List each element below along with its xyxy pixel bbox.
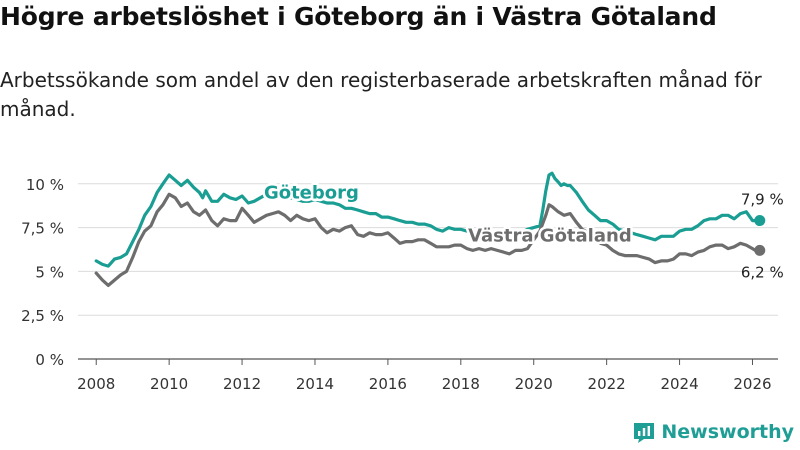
series-label-halo: Västra Götaland [468, 226, 632, 247]
y-tick-label: 7,5 % [21, 220, 64, 238]
x-tick-label: 2020 [515, 375, 553, 393]
y-tick-label: 5 % [35, 263, 64, 281]
brand-name: Newsworthy [661, 421, 794, 443]
series-label-goteborg: Göteborg [264, 183, 359, 204]
x-tick-label: 2016 [369, 375, 407, 393]
series-label-halo: Göteborg [264, 183, 359, 204]
x-tick-label: 2022 [588, 375, 626, 393]
chart-title: Högre arbetslöshet i Göteborg än i Västr… [0, 2, 717, 31]
axes: 0 % 2,5 % 5 % 7,5 % 10 % 2008 2010 2012 2014 2016… [21, 176, 771, 393]
end-point-vastra-gotaland [754, 244, 766, 256]
end-value-label-vastra-gotaland: 6,2 % [741, 263, 784, 281]
y-tick-label: 2,5 % [21, 307, 64, 325]
chart-subtitle: Arbetssökande som andel av den registerb… [0, 68, 762, 121]
series-label-vastra-gotaland: Västra Götaland [468, 226, 632, 247]
x-tick-label: 2018 [442, 375, 480, 393]
x-tick-label: 2024 [660, 375, 698, 393]
x-tick-label: 2026 [733, 375, 771, 393]
series-line-vastra-gotaland [94, 192, 762, 287]
x-tick-label: 2010 [150, 375, 188, 393]
y-tick-label: 0 % [35, 351, 64, 369]
x-tick-label: 2012 [223, 375, 261, 393]
series-lines [94, 171, 766, 287]
x-tick-label: 2008 [77, 375, 115, 393]
end-point-goteborg [754, 215, 766, 227]
x-tick-label: 2014 [296, 375, 334, 393]
newsworthy-logo-icon [634, 423, 655, 443]
series-line-goteborg [94, 171, 762, 268]
end-value-label-goteborg: 7,9 % [741, 191, 784, 209]
y-tick-label: 10 % [26, 176, 64, 194]
brand-logo: Newsworthy [633, 420, 794, 444]
gridlines [78, 183, 778, 360]
